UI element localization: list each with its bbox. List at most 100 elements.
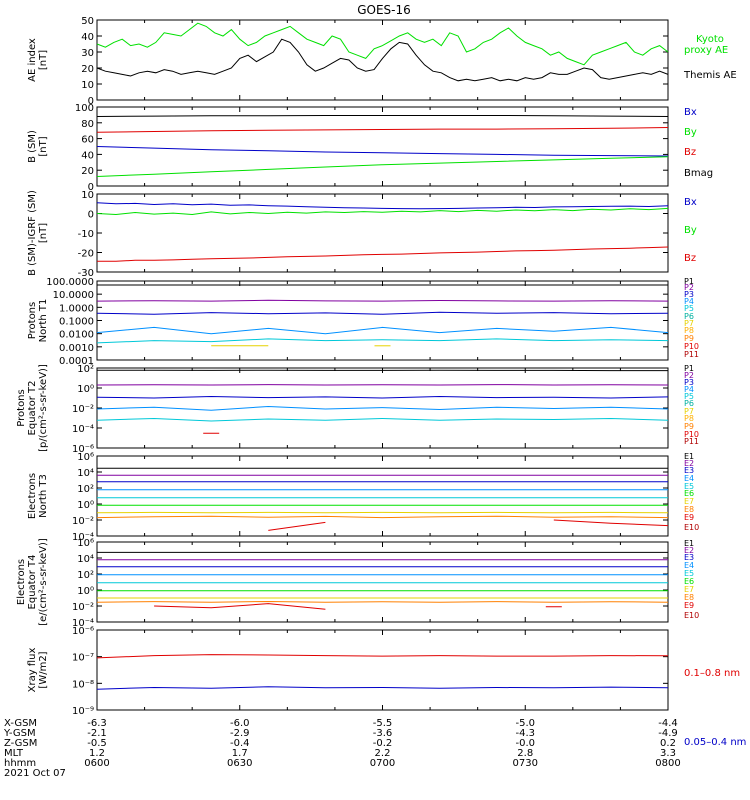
legend-e4: E4: [684, 561, 694, 570]
legend-p5: P5: [684, 304, 694, 313]
panel-frame: [96, 19, 669, 101]
ylabel-text: AE index[nT]: [27, 38, 49, 82]
legend-e4: E4: [684, 474, 694, 483]
ylabel-line: Protons: [16, 389, 27, 426]
xaxis-x-gsm: -4.4: [658, 718, 678, 729]
series-Bx: [96, 146, 669, 157]
ytick-label: 30: [81, 48, 94, 59]
legend-p11: P11: [684, 437, 699, 446]
legend-e7: E7: [684, 585, 694, 594]
ylabel-line: North T3: [38, 474, 49, 518]
ytick-label: 80: [81, 119, 94, 130]
legend-kyoto-proxy-ae: Kyoto proxy AE: [684, 34, 728, 56]
legend-e6: E6: [684, 577, 694, 586]
ytick-label: 10⁻²: [72, 404, 94, 415]
ytick-label: -20: [78, 249, 94, 260]
ylabel-text: ProtonsEquator T2[p/(cm²-s-sr-keV)]: [16, 364, 49, 452]
legend-e2: E2: [684, 546, 694, 555]
series-P5: [96, 338, 669, 344]
ytick-label: 10⁶: [77, 452, 94, 463]
ylabel-text: Xray flux[W/m2]: [27, 648, 49, 693]
ytick-label: 10⁻⁴: [72, 424, 94, 435]
series-Bz: [97, 246, 669, 262]
xaxis-mlt: 2.2: [375, 748, 391, 759]
legend-p8: P8: [684, 326, 694, 335]
ylabel-line: B (SM)-IGRF (SM): [27, 190, 38, 276]
legend-e6: E6: [684, 489, 694, 498]
plot-title: GOES-16: [357, 3, 411, 17]
legend-e2: E2: [684, 459, 694, 468]
series-By: [96, 207, 669, 216]
ylabel-line: Electrons: [16, 559, 27, 605]
xaxis-mlt: 1.7: [232, 748, 248, 759]
xaxis-row-label: X-GSM: [4, 718, 37, 729]
legend-bx: Bx: [684, 197, 697, 208]
legend-p7: P7: [684, 319, 694, 328]
series-E9: [154, 603, 326, 610]
legend-bz: Bz: [684, 147, 696, 158]
panel-frame: [96, 280, 669, 361]
ylabel-line: Equator T2: [27, 381, 38, 436]
series-P3: [96, 395, 669, 399]
xaxis-x-gsm: -5.5: [373, 718, 393, 729]
xaxis-hhmm: 0800: [655, 758, 680, 769]
legend-p7: P7: [684, 407, 694, 416]
legend-p5: P5: [684, 392, 694, 401]
ytick-label: 100: [75, 103, 94, 114]
xaxis-y-gsm: -2.1: [87, 728, 107, 739]
series-P4: [96, 405, 669, 411]
series-P4: [96, 326, 669, 335]
legend-p6: P6: [684, 399, 694, 408]
legend-e9: E9: [684, 513, 694, 522]
ytick-label: 10²: [77, 570, 94, 581]
legend-p2: P2: [684, 283, 694, 292]
legend-p8: P8: [684, 414, 694, 423]
legend-e1: E1: [684, 539, 694, 548]
legend-by: By: [684, 225, 697, 236]
legend-e10: E10: [684, 523, 699, 532]
ylabel-line: North T1: [38, 299, 49, 343]
legend-bz: Bz: [684, 253, 696, 264]
series-E8: [96, 515, 669, 519]
legend-0.1–0.8-nm: 0.1–0.8 nm: [684, 668, 740, 679]
legend-p9: P9: [684, 334, 694, 343]
series-Kyoto proxy AE: [96, 22, 669, 66]
legend-p4: P4: [684, 297, 694, 306]
panel-bigrf: -30 -20 -10 0 10 B (SM)-IGRF (SM)[nT] Bx By Bz: [27, 190, 697, 279]
ytick-label: 20: [81, 166, 94, 177]
xaxis-hhmm: 0600: [84, 758, 109, 769]
ylabel-text: ElectronsEquator T4[e/(cm²-s-sr-keV)]: [16, 538, 49, 626]
ytick-label: 10⁻⁹: [72, 706, 94, 717]
ytick-label: -10: [78, 229, 94, 240]
legend-bx: Bx: [684, 107, 697, 118]
xaxis-z-gsm: -0.2: [373, 738, 393, 749]
xaxis-row-label: 2021 Oct 07: [4, 768, 66, 779]
xaxis-y-gsm: -3.6: [373, 728, 393, 739]
ylabel-line: [nT]: [38, 223, 49, 243]
ytick-label: 0: [88, 210, 94, 221]
xaxis-hhmm: 0700: [370, 758, 395, 769]
series-0.05–0.4 nm: [96, 686, 669, 690]
legend-e7: E7: [684, 497, 694, 506]
legend-e5: E5: [684, 482, 694, 491]
panel-pe: 10² 10⁰ 10⁻² 10⁻⁴ 10⁻⁶ ProtonsEquator T2[p/(c…: [16, 364, 699, 455]
legend-e5: E5: [684, 569, 694, 578]
xaxis-z-gsm: -0.0: [515, 738, 535, 749]
ytick-label: 60: [81, 135, 94, 146]
ytick-label: 10²: [77, 484, 94, 495]
xaxis-z-gsm: 0.2: [660, 738, 676, 749]
legend-e1: E1: [684, 452, 694, 461]
series-By: [96, 156, 669, 177]
legend-line: Kyoto: [696, 34, 724, 45]
xaxis-mlt: 1.2: [89, 748, 105, 759]
ytick-label: 10⁻⁴: [72, 618, 94, 629]
xaxis-mlt: 3.3: [660, 748, 676, 759]
panel-frame: [96, 193, 669, 273]
ytick-label: 10⁻⁶: [72, 444, 94, 455]
ylabel-line: Xray flux: [27, 648, 38, 693]
series-Themis AE: [96, 38, 669, 82]
xaxis-x-gsm: -6.0: [230, 718, 250, 729]
